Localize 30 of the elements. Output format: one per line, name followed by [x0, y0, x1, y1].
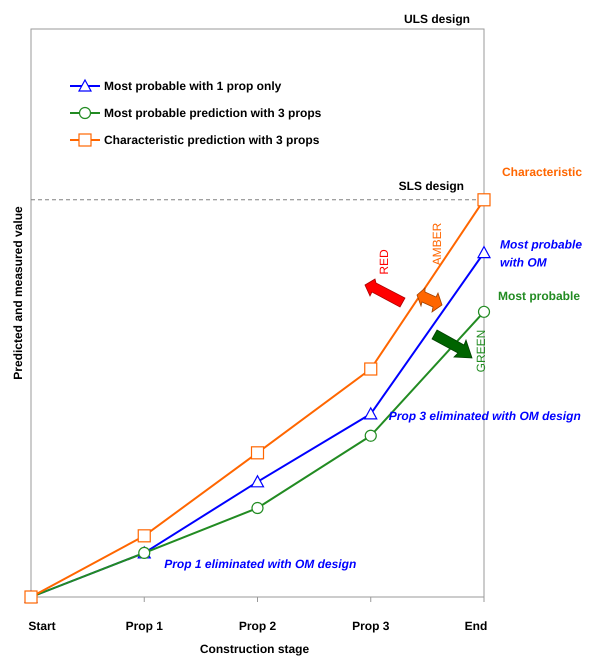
annotation: Prop 1 eliminated with OM design	[164, 556, 356, 571]
point	[364, 430, 377, 442]
point	[477, 193, 491, 206]
x-axis-title: Construction stage	[200, 642, 310, 656]
x-tick-label: Prop 3	[352, 619, 390, 633]
annotation: Characteristic	[502, 164, 582, 179]
point	[477, 246, 491, 258]
legend-label: Most probable prediction with 3 props	[104, 106, 322, 120]
legend-label: Characteristic prediction with 3 props	[104, 133, 320, 147]
point	[250, 446, 264, 460]
text: ULS design	[404, 12, 470, 26]
annotation: AMBER	[430, 222, 444, 266]
x-tick-label: End	[464, 619, 488, 633]
point	[250, 475, 264, 488]
legend-label: Most probable with 1 prop only	[104, 79, 282, 93]
y-axis-title: Predicted and measured value	[11, 206, 25, 380]
annotation: Most probable with OM	[500, 238, 582, 270]
point	[364, 362, 378, 376]
point	[138, 529, 151, 542]
point	[478, 306, 490, 318]
point	[364, 407, 378, 420]
annotation: Prop 3 eliminated with OM design	[388, 408, 581, 423]
annotation: GREEN	[474, 330, 488, 372]
annotation: Most probable	[498, 288, 580, 303]
point	[251, 502, 264, 514]
x-tick-label: Start	[28, 619, 56, 633]
x-tick-label: Prop 1	[126, 619, 164, 633]
annotation: RED	[377, 249, 391, 275]
x-tick-label: Prop 2	[238, 619, 276, 633]
ref-line-label: SLS design	[398, 178, 464, 193]
